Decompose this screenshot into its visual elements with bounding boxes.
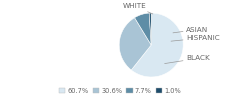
Wedge shape	[119, 18, 151, 70]
Legend: 60.7%, 30.6%, 7.7%, 1.0%: 60.7%, 30.6%, 7.7%, 1.0%	[56, 85, 184, 97]
Wedge shape	[131, 13, 183, 77]
Text: ASIAN: ASIAN	[173, 27, 208, 33]
Text: HISPANIC: HISPANIC	[171, 35, 220, 41]
Wedge shape	[149, 13, 151, 45]
Wedge shape	[135, 13, 151, 45]
Text: WHITE: WHITE	[122, 3, 153, 14]
Text: BLACK: BLACK	[165, 55, 210, 64]
